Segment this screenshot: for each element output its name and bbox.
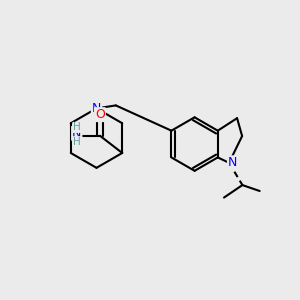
Text: N: N: [92, 102, 101, 115]
Text: H: H: [73, 122, 81, 132]
Text: O: O: [95, 108, 105, 121]
Text: H: H: [73, 137, 81, 147]
Text: N: N: [228, 156, 237, 169]
Text: N: N: [72, 127, 82, 140]
